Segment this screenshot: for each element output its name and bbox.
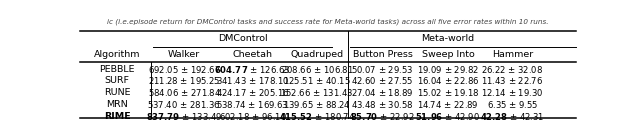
Text: 139.65 $\pm$ 88.24: 139.65 $\pm$ 88.24 xyxy=(284,99,351,110)
Text: RUNE: RUNE xyxy=(104,88,131,97)
Text: 42.60 $\pm$ 27.55: 42.60 $\pm$ 27.55 xyxy=(351,76,414,86)
Text: DMControl: DMControl xyxy=(218,34,268,43)
Text: 27.04 $\pm$ 18.89: 27.04 $\pm$ 18.89 xyxy=(351,87,413,98)
Text: 424.17 $\pm$ 205.16: 424.17 $\pm$ 205.16 xyxy=(216,87,289,98)
Text: Hammer: Hammer xyxy=(492,50,533,59)
Text: $\mathbf{85.70}$ $\pm$ 22.92: $\mathbf{85.70}$ $\pm$ 22.92 xyxy=(350,111,415,122)
Text: 12.14 $\pm$ 19.30: 12.14 $\pm$ 19.30 xyxy=(481,87,544,98)
Text: Button Press: Button Press xyxy=(353,50,413,59)
Text: ic (i.e.episode return for DMControl tasks and success rate for Meta-world tasks: ic (i.e.episode return for DMControl tas… xyxy=(108,18,548,25)
Text: Quadruped: Quadruped xyxy=(291,50,344,59)
Text: Cheetah: Cheetah xyxy=(232,50,273,59)
Text: 11.43 $\pm$ 22.76: 11.43 $\pm$ 22.76 xyxy=(481,76,543,86)
Text: 16.04 $\pm$ 22.86: 16.04 $\pm$ 22.86 xyxy=(417,76,479,86)
Text: $\mathbf{51.96}$ $\pm$ 42.90: $\mathbf{51.96}$ $\pm$ 42.90 xyxy=(415,111,481,122)
Text: 26.22 $\pm$ 32.08: 26.22 $\pm$ 32.08 xyxy=(481,64,543,75)
Text: RIME: RIME xyxy=(104,112,131,121)
Text: 50.07 $\pm$ 29.53: 50.07 $\pm$ 29.53 xyxy=(351,64,413,75)
Text: 341.43 $\pm$ 178.10: 341.43 $\pm$ 178.10 xyxy=(216,76,289,86)
Text: 125.51 $\pm$ 40.15: 125.51 $\pm$ 40.15 xyxy=(283,76,351,86)
Text: $\mathbf{415.52}$ $\pm$ 180.74: $\mathbf{415.52}$ $\pm$ 180.74 xyxy=(279,111,355,122)
Text: 208.66 $\pm$ 106.81: 208.66 $\pm$ 106.81 xyxy=(280,64,353,75)
Text: PEBBLE: PEBBLE xyxy=(99,65,135,74)
Text: 15.02 $\pm$ 19.18: 15.02 $\pm$ 19.18 xyxy=(417,87,479,98)
Text: 152.66 $\pm$ 131.43: 152.66 $\pm$ 131.43 xyxy=(280,87,354,98)
Text: 537.40 $\pm$ 281.36: 537.40 $\pm$ 281.36 xyxy=(147,99,221,110)
Text: 14.74 $\pm$ 22.89: 14.74 $\pm$ 22.89 xyxy=(417,99,479,110)
Text: $\mathbf{604.77}$ $\pm$ 126.63: $\mathbf{604.77}$ $\pm$ 126.63 xyxy=(214,64,291,75)
Text: 6.35 $\pm$ 9.55: 6.35 $\pm$ 9.55 xyxy=(486,99,538,110)
Text: 19.09 $\pm$ 29.82: 19.09 $\pm$ 29.82 xyxy=(417,64,479,75)
Text: 584.06 $\pm$ 271.84: 584.06 $\pm$ 271.84 xyxy=(147,87,221,98)
Text: 602.18 $\pm$ 96.10: 602.18 $\pm$ 96.10 xyxy=(219,111,287,122)
Text: SURF: SURF xyxy=(105,76,130,86)
Text: Meta-world: Meta-world xyxy=(421,34,474,43)
Text: 211.28 $\pm$ 195.25: 211.28 $\pm$ 195.25 xyxy=(148,76,220,86)
Text: Walker: Walker xyxy=(168,50,200,59)
Text: $\mathbf{42.28}$ $\pm$ 42.31: $\mathbf{42.28}$ $\pm$ 42.31 xyxy=(480,111,545,122)
Text: MRN: MRN xyxy=(106,100,128,109)
Text: 538.74 $\pm$ 169.63: 538.74 $\pm$ 169.63 xyxy=(216,99,289,110)
Text: $\mathbf{837.79}$ $\pm$ 133.49: $\mathbf{837.79}$ $\pm$ 133.49 xyxy=(146,111,222,122)
Text: Sweep Into: Sweep Into xyxy=(422,50,474,59)
Text: Algorithm: Algorithm xyxy=(94,50,140,59)
Text: 43.48 $\pm$ 30.58: 43.48 $\pm$ 30.58 xyxy=(351,99,414,110)
Text: 692.05 $\pm$ 192.67: 692.05 $\pm$ 192.67 xyxy=(148,64,221,75)
